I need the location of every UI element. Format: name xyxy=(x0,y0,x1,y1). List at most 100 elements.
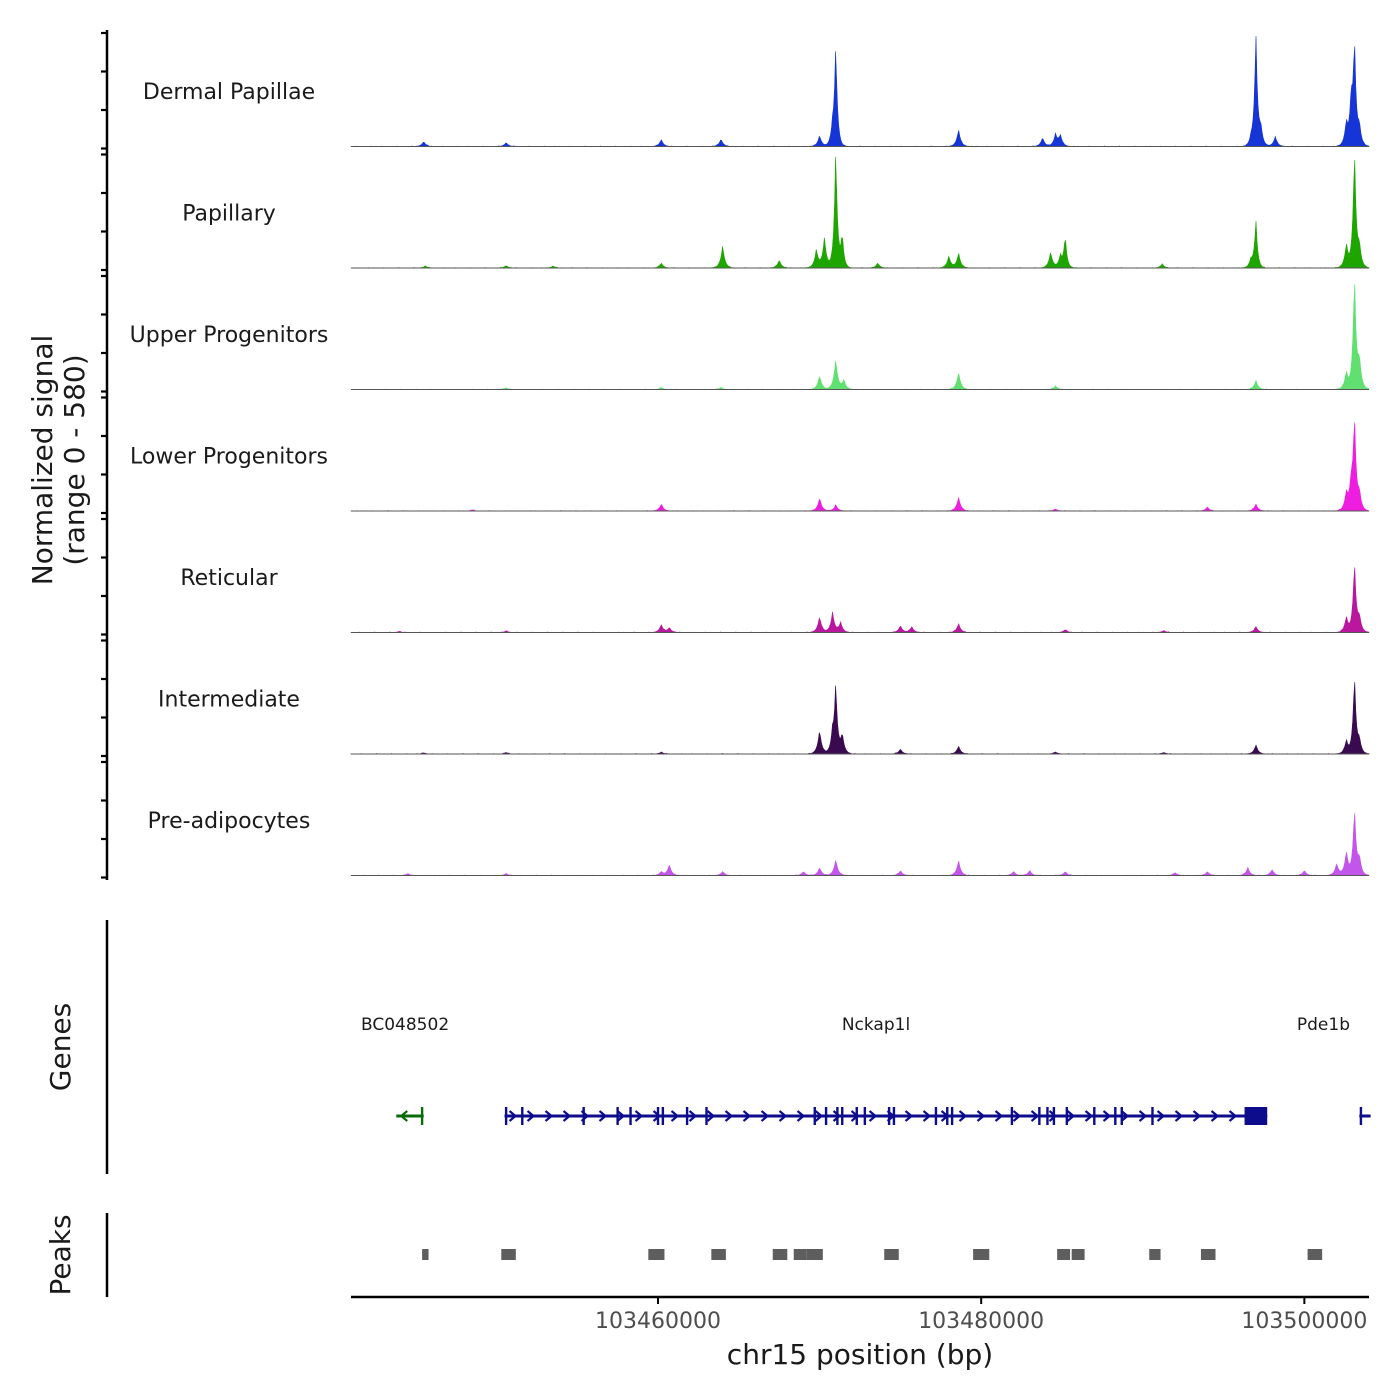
strand-chevron xyxy=(778,1110,788,1122)
exon xyxy=(582,1107,585,1125)
exon xyxy=(1114,1107,1117,1125)
exon xyxy=(1010,1107,1014,1125)
exon xyxy=(661,1107,665,1125)
track-lower-progenitors: Lower Progenitors xyxy=(130,422,1370,512)
strand-chevron xyxy=(832,1110,842,1122)
exon xyxy=(656,1107,660,1125)
gene-annotation-track: BC048502 Nckap1l Pde1b xyxy=(361,1015,1371,1125)
genes-panel-label: Genes xyxy=(44,1003,77,1091)
peak-region xyxy=(806,1249,823,1260)
peak-region xyxy=(793,1249,807,1260)
strand-chevron xyxy=(1012,1110,1022,1122)
track-upper-progenitors: Upper Progenitors xyxy=(130,284,1370,390)
coverage-y-axis-title: Normalized signal (range 0 - 580) xyxy=(26,335,91,586)
strand-chevron xyxy=(1192,1110,1202,1122)
strand-chevron xyxy=(634,1110,644,1122)
exon xyxy=(836,1107,839,1125)
track-label: Lower Progenitors xyxy=(130,445,328,470)
coverage-y-label-line1: Normalized signal xyxy=(26,335,59,586)
strand-chevron xyxy=(526,1110,536,1122)
strand-chevron xyxy=(1120,1110,1130,1122)
track-dermal-papillae: Dermal Papillae xyxy=(143,36,1370,147)
exon xyxy=(841,1107,844,1125)
x-tick-label: 103460000 xyxy=(595,1309,721,1334)
strand-chevron xyxy=(796,1110,806,1122)
gene-label: BC048502 xyxy=(361,1015,449,1035)
strand-chevron xyxy=(1048,1110,1058,1122)
strand-chevron xyxy=(1174,1110,1184,1122)
x-axis-title: chr15 position (bp) xyxy=(727,1338,993,1371)
gene-bc048502: BC048502 xyxy=(361,1015,449,1125)
track-reticular: Reticular xyxy=(180,566,1370,633)
track-intermediate: Intermediate xyxy=(158,682,1370,755)
exon xyxy=(824,1107,828,1125)
strand-chevron xyxy=(616,1110,626,1122)
exon xyxy=(950,1107,954,1125)
signal-area xyxy=(350,567,1370,633)
signal-area xyxy=(350,422,1370,512)
exon xyxy=(705,1107,708,1125)
peak-region xyxy=(1307,1249,1323,1260)
exon xyxy=(1359,1107,1363,1125)
coverage-y-label-line2: (range 0 - 580) xyxy=(58,354,91,565)
strand-chevron xyxy=(652,1110,662,1122)
strand-chevron xyxy=(688,1110,698,1122)
track-label: Upper Progenitors xyxy=(130,323,329,348)
peak-region xyxy=(1200,1249,1216,1260)
gene-label: Nckap1l xyxy=(842,1015,910,1035)
exon xyxy=(420,1107,424,1125)
peak-region xyxy=(1071,1249,1085,1260)
strand-chevron xyxy=(670,1110,680,1122)
strand-chevron xyxy=(1156,1110,1166,1122)
strand-chevron xyxy=(994,1110,1004,1122)
strand-chevron xyxy=(958,1110,968,1122)
exon xyxy=(1046,1107,1049,1125)
strand-chevron xyxy=(868,1110,878,1122)
track-label: Dermal Papillae xyxy=(143,80,315,105)
exon xyxy=(1151,1107,1154,1125)
strand-chevron xyxy=(760,1110,770,1122)
exon xyxy=(855,1107,858,1125)
strand-chevron xyxy=(562,1110,572,1122)
track-pre-adipocytes: Pre-adipocytes xyxy=(148,809,1370,876)
exon xyxy=(887,1107,891,1125)
strand-chevron xyxy=(814,1110,824,1122)
peak-region xyxy=(772,1249,788,1260)
strand-chevron xyxy=(904,1110,914,1122)
exon xyxy=(892,1107,896,1125)
track-papillary: Papillary xyxy=(182,157,1370,269)
exon xyxy=(934,1107,938,1125)
peak-region xyxy=(1149,1249,1161,1260)
utr-block xyxy=(1244,1107,1268,1125)
peak-regions-track xyxy=(422,1249,1323,1260)
strand-chevron xyxy=(1210,1110,1220,1122)
exon xyxy=(1052,1107,1056,1125)
signal-area xyxy=(350,284,1370,390)
track-label: Papillary xyxy=(182,202,276,227)
signal-area xyxy=(350,813,1370,876)
peak-region xyxy=(648,1249,665,1260)
strand-chevron xyxy=(1102,1110,1112,1122)
peak-region xyxy=(973,1249,990,1260)
track-label: Intermediate xyxy=(158,688,300,713)
exon xyxy=(629,1107,632,1125)
signal-area xyxy=(350,36,1370,147)
x-tick-label: 103500000 xyxy=(1241,1309,1367,1334)
coverage-y-ticks xyxy=(101,31,107,879)
signal-area xyxy=(350,682,1370,755)
strand-chevron xyxy=(706,1110,716,1122)
strand-chevron xyxy=(1138,1110,1148,1122)
peak-region xyxy=(884,1249,899,1260)
x-axis-ticks: 103460000 103480000 103500000 xyxy=(595,1297,1367,1334)
strand-chevron xyxy=(544,1110,554,1122)
exon xyxy=(504,1107,508,1125)
exon xyxy=(813,1107,816,1125)
strand-chevron xyxy=(1228,1110,1238,1122)
strand-chevron xyxy=(724,1110,734,1122)
gene-label: Pde1b xyxy=(1297,1015,1350,1035)
coverage-tracks: Dermal Papillae Papillary Upper Progenitor… xyxy=(130,36,1370,876)
peak-region xyxy=(501,1249,516,1260)
exon xyxy=(946,1107,949,1125)
exon xyxy=(616,1107,619,1125)
